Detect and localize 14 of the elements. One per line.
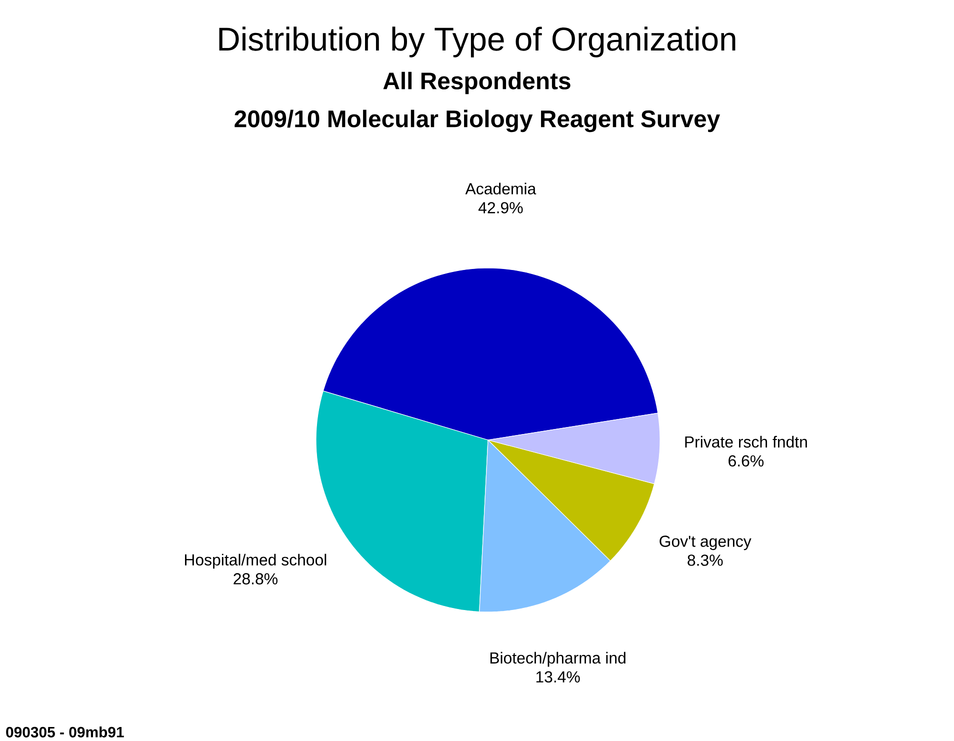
data-label: 28.8% <box>234 573 278 585</box>
slice-label: Hospital/med school <box>185 554 326 569</box>
chart-subtitle: All Respondents <box>383 72 570 94</box>
slice-label: Biotech/pharma ind <box>490 652 626 667</box>
slice-label: Private rsch fndtn <box>685 436 807 448</box>
text: 2009/10 Molecular Biology Reagent Survey <box>234 110 720 132</box>
data-label: 8.3% <box>688 554 723 566</box>
chart-title: Distribution by Type of Organization <box>219 26 736 58</box>
text: 090305 - 09mb91 <box>6 726 124 738</box>
slice-label: Academia <box>465 182 536 195</box>
data-label: 13.4% <box>536 671 580 683</box>
data-label: 6.6% <box>728 455 764 467</box>
data-label: 42.9% <box>478 202 523 214</box>
slice-label: Gov't agency <box>660 536 752 550</box>
